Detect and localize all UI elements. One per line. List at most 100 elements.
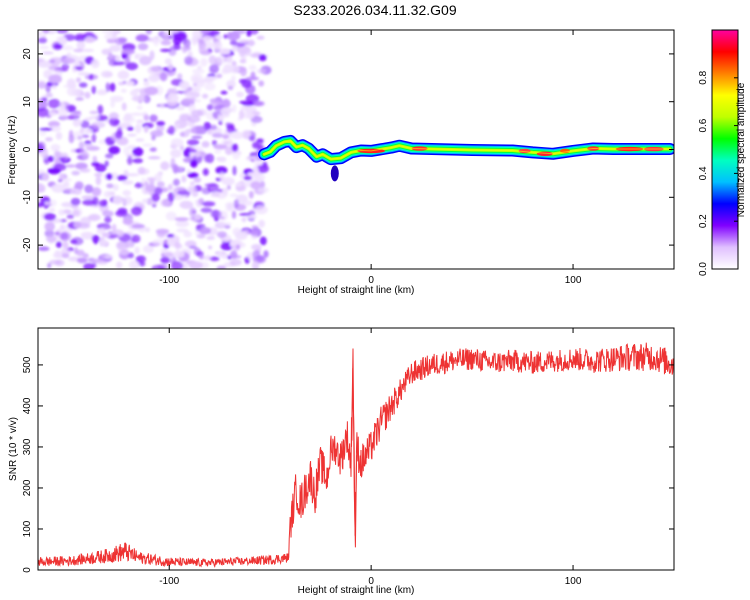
heatmap-noise-cell (49, 59, 56, 63)
heatmap-noise-cell (252, 100, 265, 107)
heatmap-noise-cell (70, 197, 81, 206)
heatmap-noise-cell (74, 33, 87, 42)
heatmap-noise-cell (55, 151, 62, 159)
heatmap-noise-cell (256, 255, 264, 262)
heatmap-noise-cell (77, 72, 91, 76)
heatmap-noise-cell (62, 178, 72, 182)
heatmap-noise-cell (182, 97, 197, 103)
heatmap-noise-cell (238, 39, 250, 43)
heatmap-x-tick-label: 100 (565, 275, 582, 286)
heatmap-noise-cell (181, 45, 188, 54)
heatmap-noise-cell (112, 61, 126, 66)
heatmap-noise-cell (156, 124, 165, 132)
heatmap-noise-cell (218, 222, 232, 226)
heatmap-noise-cell (239, 212, 252, 216)
heatmap-noise-cell (134, 53, 146, 57)
heatmap-noise-cell (95, 163, 107, 173)
heatmap-noise-cell (110, 100, 115, 108)
heatmap-x-tick-label: -100 (159, 275, 179, 286)
heatmap-noise-cell (122, 196, 133, 206)
heatmap-noise-cell (57, 179, 63, 183)
heatmap-noise-cell (79, 168, 91, 173)
heatmap-noise-cell (91, 133, 97, 143)
heatmap-noise-cell (172, 164, 179, 174)
heatmap-noise-cell (204, 82, 216, 91)
heatmap-noise-cell (73, 247, 79, 255)
heatmap-noise-cell (39, 46, 50, 49)
heatmap-noise-cell (143, 114, 150, 121)
heatmap-noise-cell (203, 255, 212, 261)
heatmap-noise-cell (69, 188, 83, 195)
heatmap-noise-cell (69, 112, 82, 117)
heatmap-noise-cell (174, 241, 181, 249)
heatmap-noise-cell (202, 35, 213, 42)
heatmap-noise-cell (62, 241, 69, 249)
heatmap-noise-cell (112, 119, 120, 125)
heatmap-noise-cell (48, 111, 57, 117)
heatmap-noise-cell (246, 111, 255, 120)
heatmap-noise-cell (109, 44, 122, 52)
heatmap-noise-cell (101, 232, 111, 237)
heatmap-noise-cell (135, 34, 149, 42)
heatmap-noise-cell (187, 139, 200, 146)
snr-y-tick-label: 0 (22, 567, 33, 573)
heatmap-noise-cell (149, 147, 157, 152)
heatmap-noise-cell (254, 205, 268, 215)
heatmap-noise-cell (155, 228, 170, 235)
heatmap-noise-cell (123, 146, 130, 155)
heatmap-noise-cell (229, 40, 238, 46)
snr-y-tick-label: 500 (22, 356, 33, 373)
heatmap-noise-cell (45, 92, 53, 98)
heatmap-noise-cell (112, 195, 123, 205)
heatmap-noise-cell (226, 79, 236, 89)
heatmap-noise-cell (226, 185, 231, 190)
heatmap-noise-cell (183, 230, 192, 238)
heatmap-noise-cell (239, 100, 250, 104)
heatmap-noise-cell (84, 128, 93, 134)
heatmap-noise-cell (48, 74, 62, 84)
heatmap-noise-cell (89, 110, 99, 115)
heatmap-noise-cell (105, 173, 113, 181)
heatmap-noise-cell (194, 99, 202, 103)
heatmap-noise-cell (209, 124, 218, 130)
heatmap-noise-cell (167, 192, 175, 202)
heatmap-noise-cell (132, 147, 144, 157)
heatmap-noise-cell (239, 50, 246, 58)
heatmap-noise-cell (116, 241, 126, 250)
heatmap-y-tick-label: 10 (22, 96, 33, 108)
heatmap-noise-cell (165, 211, 177, 221)
heatmap-noise-cell (98, 199, 108, 207)
snr-x-axis-label: Height of straight line (km) (298, 585, 415, 596)
heatmap-noise-cell (234, 230, 248, 240)
heatmap-noise-cell (232, 104, 237, 113)
heatmap-noise-cell (149, 50, 155, 61)
heatmap-noise-cell (45, 83, 51, 93)
heatmap-noise-cell (211, 133, 224, 138)
heatmap-noise-cell (104, 33, 116, 40)
heatmap-noise-cell (38, 107, 50, 118)
heatmap-noise-cell (204, 76, 218, 81)
heatmap-noise-cell (249, 30, 259, 35)
heatmap-noise-cell (84, 184, 94, 194)
heatmap-noise-cell (160, 199, 171, 207)
heatmap-noise-cell (55, 30, 69, 34)
heatmap-noise-cell (208, 55, 217, 65)
heatmap-noise-cell (218, 48, 231, 55)
heatmap-noise-cell (239, 59, 247, 64)
heatmap-noise-cell (122, 115, 136, 124)
heatmap-noise-cell (73, 221, 82, 229)
heatmap-noise-cell (135, 255, 147, 263)
heatmap-noise-cell (248, 39, 255, 47)
heatmap-noise-cell (142, 143, 153, 147)
heatmap-noise-cell (208, 245, 213, 250)
heatmap-noise-cell (160, 40, 172, 46)
heatmap-noise-cell (164, 58, 172, 65)
heatmap-noise-cell (91, 121, 106, 129)
heatmap-noise-cell (135, 138, 145, 142)
heatmap-noise-cell (114, 130, 123, 140)
heatmap-noise-cell (184, 55, 193, 65)
snr-y-tick-label: 100 (22, 520, 33, 537)
heatmap-noise-cell (50, 69, 62, 74)
